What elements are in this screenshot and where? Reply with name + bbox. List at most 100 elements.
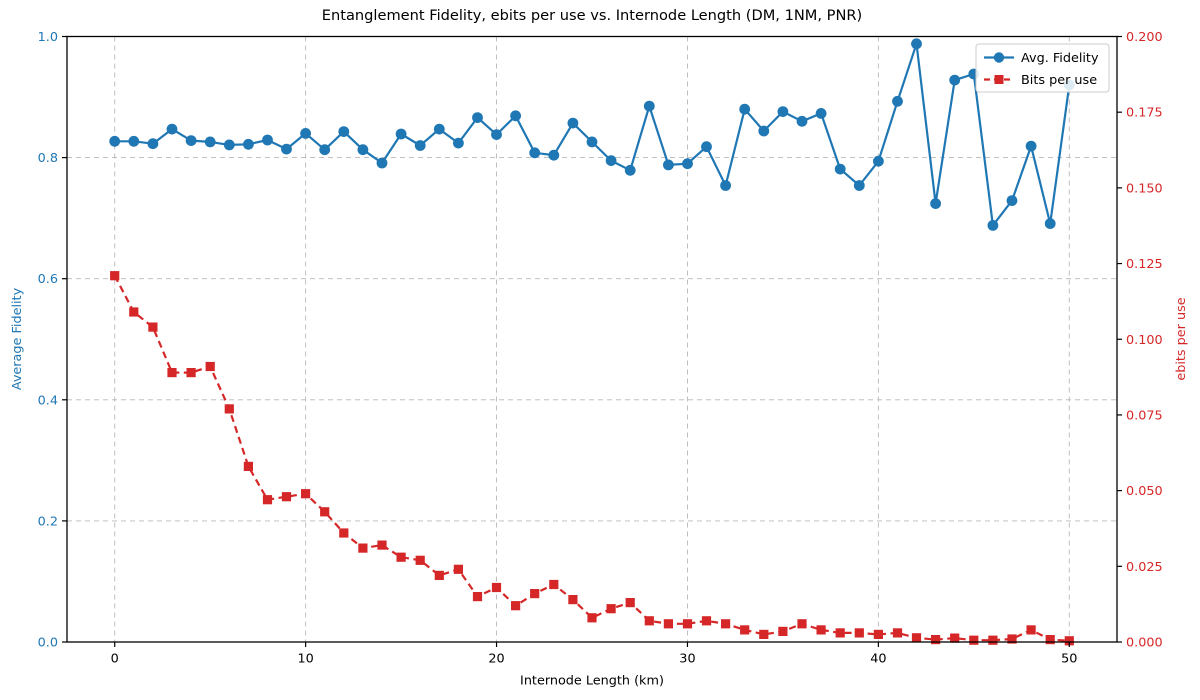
square-marker-icon xyxy=(1064,636,1074,646)
square-marker-icon xyxy=(167,368,177,378)
x-tick-label: 10 xyxy=(297,652,313,667)
series-line xyxy=(114,42,1071,227)
chart-title: Entanglement Fidelity, ebits per use vs.… xyxy=(322,7,862,24)
y-right-tick-label: 0.050 xyxy=(1126,484,1163,499)
square-marker-icon xyxy=(663,619,673,629)
circle-marker-icon xyxy=(853,180,865,191)
circle-marker-icon xyxy=(433,123,445,135)
y-right-tick-label: 0.025 xyxy=(1126,560,1163,575)
circle-marker-icon xyxy=(185,135,197,147)
circle-marker-icon xyxy=(834,163,846,175)
circle-marker-icon xyxy=(453,137,464,149)
circle-marker-icon xyxy=(281,143,292,155)
square-marker-icon xyxy=(339,528,349,538)
axes-frame xyxy=(62,35,1122,647)
x-tick-label: 0 xyxy=(111,652,119,667)
y-left-tick-label: 0.2 xyxy=(38,514,58,529)
y-right-tick-label: 0.000 xyxy=(1126,636,1163,651)
square-marker-icon xyxy=(911,633,922,643)
circle-marker-icon xyxy=(605,155,617,167)
circle-marker-icon xyxy=(1025,140,1037,152)
circle-marker-icon xyxy=(701,141,712,153)
y-left-tick-label: 0.0 xyxy=(38,636,58,651)
square-marker-icon xyxy=(835,628,845,638)
square-marker-icon xyxy=(511,601,521,611)
circle-marker-icon xyxy=(243,138,254,150)
circle-marker-icon xyxy=(911,38,922,50)
square-marker-icon xyxy=(644,616,654,626)
circle-marker-icon xyxy=(204,136,216,148)
square-marker-icon xyxy=(587,613,597,623)
circle-marker-icon xyxy=(892,95,903,107)
square-marker-icon xyxy=(224,404,234,414)
series-avg-fidelity xyxy=(109,38,1075,231)
series-bits-per-use xyxy=(110,271,1074,646)
circle-marker-icon xyxy=(128,135,140,147)
square-marker-icon xyxy=(205,361,215,372)
series-line xyxy=(113,275,1070,642)
square-marker-icon xyxy=(377,540,387,550)
square-marker-icon xyxy=(568,595,578,605)
square-marker-icon xyxy=(816,625,826,635)
x-axis-label: Internode Length (km) xyxy=(520,674,664,689)
square-marker-icon xyxy=(892,628,903,638)
circle-marker-icon xyxy=(147,138,159,150)
data-series xyxy=(109,38,1075,646)
square-marker-icon xyxy=(358,543,368,553)
circle-marker-icon xyxy=(873,155,884,167)
square-marker-icon xyxy=(873,629,883,639)
circle-marker-icon xyxy=(796,115,808,127)
legend-label: Bits per use xyxy=(1021,73,1097,88)
circle-marker-icon xyxy=(223,139,235,151)
square-marker-icon xyxy=(1007,634,1017,644)
circle-marker-icon xyxy=(491,129,502,141)
circle-marker-icon xyxy=(414,140,426,151)
y-axis-label-left: Average Fidelity xyxy=(10,287,25,390)
square-marker-icon xyxy=(740,625,750,635)
circle-marker-icon xyxy=(338,126,350,137)
square-marker-icon xyxy=(797,619,807,629)
square-marker-icon xyxy=(129,307,139,317)
circle-marker-icon xyxy=(643,100,655,112)
x-tick-label: 40 xyxy=(870,652,886,667)
square-marker-icon xyxy=(606,604,616,614)
y-right-tick-label: 0.150 xyxy=(1126,181,1163,196)
circle-marker-icon xyxy=(758,125,770,137)
y-left-tick-label: 0.6 xyxy=(38,272,58,287)
circle-marker-icon xyxy=(376,157,388,169)
square-marker-icon xyxy=(472,592,483,602)
legend-item-bits-per-use: Bits per use xyxy=(984,73,1097,88)
x-tick-label: 50 xyxy=(1061,652,1077,667)
circle-marker-icon xyxy=(472,112,483,123)
square-marker-icon xyxy=(453,564,463,574)
circle-marker-icon xyxy=(777,106,789,117)
circle-marker-icon xyxy=(682,158,693,170)
circle-marker-icon xyxy=(319,144,331,156)
square-marker-icon xyxy=(931,635,941,645)
square-marker-icon xyxy=(549,579,559,590)
y-right-tick-label: 0.100 xyxy=(1126,333,1163,348)
circle-marker-icon xyxy=(166,123,178,135)
y-left-tick-label: 0.8 xyxy=(38,151,58,166)
square-marker-icon xyxy=(988,635,998,645)
square-marker-icon xyxy=(262,495,273,505)
legend-item-avg-fidelity: Avg. Fidelity xyxy=(984,51,1099,66)
square-marker-icon xyxy=(854,628,864,638)
y-right-tick-label: 0.175 xyxy=(1126,106,1163,121)
square-marker-icon xyxy=(994,75,1004,84)
circle-marker-icon xyxy=(624,164,636,176)
y-right-tick-label: 0.200 xyxy=(1126,30,1163,45)
square-marker-icon xyxy=(148,322,158,332)
circle-marker-icon xyxy=(993,52,1005,63)
x-tick-label: 30 xyxy=(679,652,695,667)
circle-marker-icon xyxy=(987,220,999,231)
circle-marker-icon xyxy=(300,127,311,139)
square-marker-icon xyxy=(1026,625,1036,635)
y-axis-label-right: ebits per use xyxy=(1174,297,1189,380)
circle-marker-icon xyxy=(949,74,961,86)
square-marker-icon xyxy=(950,633,960,643)
tick-labels: 0 10 20 30 40 50 0.0 0.2 0.4 0.6 0.8 1.0 0.000 0.025 0… xyxy=(38,30,1163,667)
circle-marker-icon xyxy=(663,159,674,171)
